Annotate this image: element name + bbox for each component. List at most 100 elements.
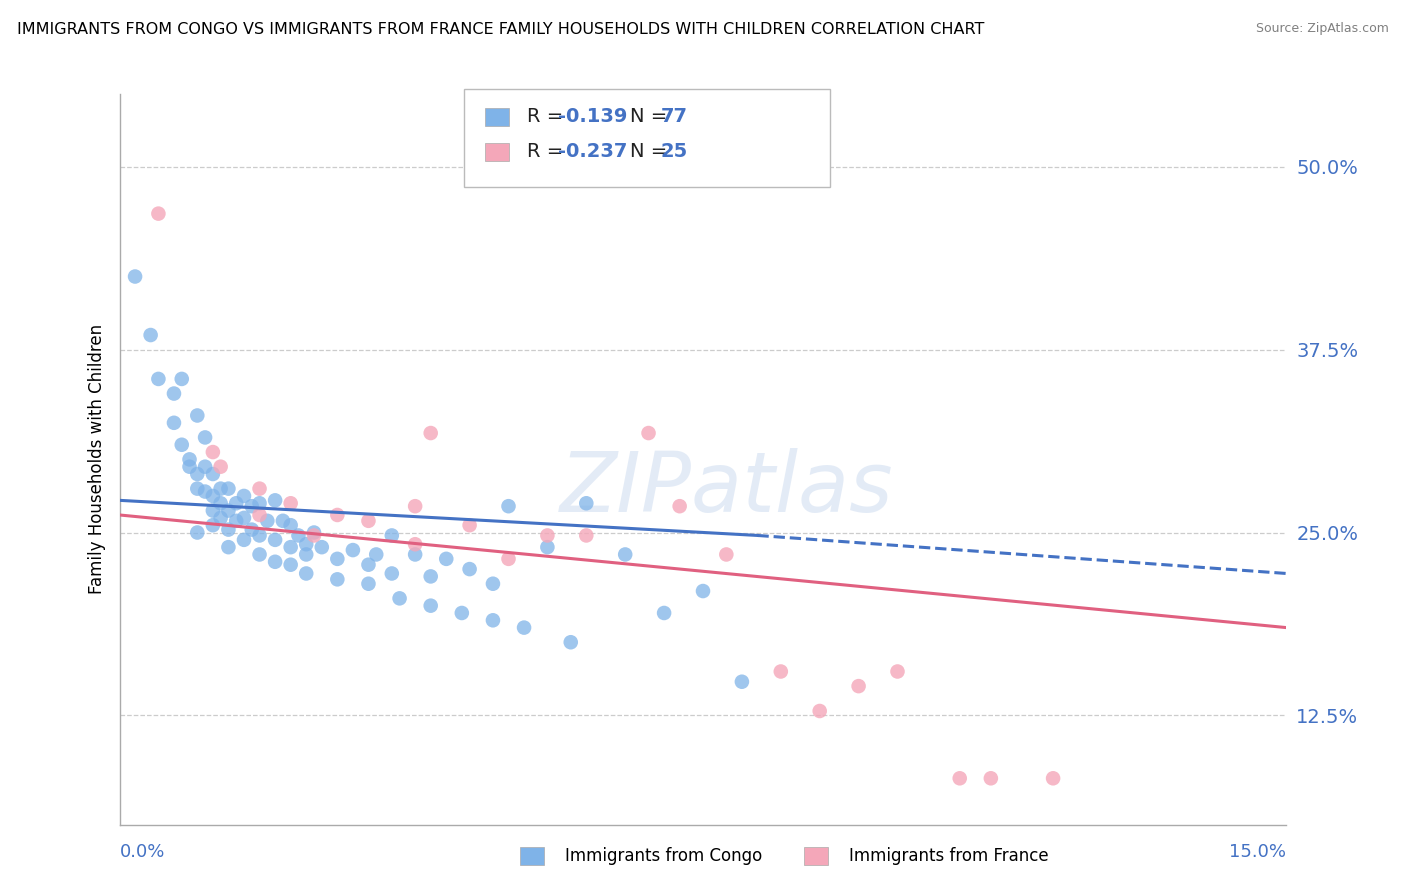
Point: [201, 489, 224, 503]
Point: [209, 511, 232, 525]
Point: [311, 540, 333, 554]
Point: [326, 508, 349, 522]
Point: [949, 772, 972, 786]
Point: [256, 514, 278, 528]
Point: [848, 679, 870, 693]
Point: [186, 409, 208, 423]
Point: [240, 523, 263, 537]
Point: [419, 425, 441, 440]
Point: [194, 484, 217, 499]
Point: [536, 540, 558, 554]
Text: ZIPatlas: ZIPatlas: [560, 448, 893, 529]
Point: [201, 445, 224, 459]
Point: [217, 503, 239, 517]
Point: [450, 606, 472, 620]
Point: [357, 576, 380, 591]
Point: [419, 569, 441, 583]
Text: 15.0%: 15.0%: [1229, 843, 1286, 861]
Text: Immigrants from France: Immigrants from France: [849, 847, 1049, 865]
Point: [249, 548, 271, 562]
Point: [240, 499, 263, 513]
Point: [419, 599, 441, 613]
Point: [233, 511, 256, 525]
Point: [808, 704, 831, 718]
Point: [1042, 772, 1064, 786]
Point: [163, 386, 186, 401]
Point: [326, 552, 349, 566]
Point: [434, 552, 457, 566]
Point: [217, 482, 239, 496]
Point: [209, 482, 232, 496]
Point: [264, 533, 287, 547]
Point: [148, 206, 170, 220]
Point: [716, 548, 738, 562]
Point: [513, 621, 536, 635]
Point: [482, 576, 505, 591]
Text: Source: ZipAtlas.com: Source: ZipAtlas.com: [1256, 22, 1389, 36]
Point: [249, 482, 271, 496]
Y-axis label: Family Households with Children: Family Households with Children: [87, 325, 105, 594]
Point: [249, 508, 271, 522]
Point: [194, 430, 217, 444]
Point: [498, 499, 520, 513]
Point: [575, 496, 598, 510]
Point: [280, 540, 302, 554]
Point: [233, 489, 256, 503]
Point: [381, 566, 404, 581]
Text: Immigrants from Congo: Immigrants from Congo: [565, 847, 762, 865]
Point: [280, 558, 302, 572]
Point: [575, 528, 598, 542]
Point: [295, 566, 318, 581]
Point: [264, 555, 287, 569]
Point: [886, 665, 908, 679]
Point: [170, 372, 193, 386]
Point: [201, 503, 224, 517]
Point: [170, 438, 193, 452]
Point: [179, 452, 201, 467]
Point: [186, 482, 208, 496]
Point: [388, 591, 411, 606]
Point: [249, 528, 271, 542]
Point: [980, 772, 1002, 786]
Text: N =: N =: [630, 142, 673, 161]
Point: [295, 548, 318, 562]
Point: [482, 613, 505, 627]
Point: [201, 518, 224, 533]
Point: [652, 606, 675, 620]
Point: [225, 496, 247, 510]
Point: [458, 562, 481, 576]
Point: [271, 514, 294, 528]
Point: [225, 514, 247, 528]
Text: 77: 77: [661, 107, 688, 127]
Point: [217, 540, 239, 554]
Point: [209, 496, 232, 510]
Point: [326, 572, 349, 586]
Point: [302, 528, 325, 542]
Point: [302, 525, 325, 540]
Point: [249, 496, 271, 510]
Point: [124, 269, 146, 284]
Point: [295, 537, 318, 551]
Point: [148, 372, 170, 386]
Point: [366, 548, 388, 562]
Text: IMMIGRANTS FROM CONGO VS IMMIGRANTS FROM FRANCE FAMILY HOUSEHOLDS WITH CHILDREN : IMMIGRANTS FROM CONGO VS IMMIGRANTS FROM…: [17, 22, 984, 37]
Point: [357, 514, 380, 528]
Point: [498, 552, 520, 566]
Point: [769, 665, 792, 679]
Text: -0.139: -0.139: [558, 107, 627, 127]
Point: [404, 548, 426, 562]
Point: [357, 558, 380, 572]
Point: [536, 528, 558, 542]
Text: 0.0%: 0.0%: [120, 843, 165, 861]
Text: N =: N =: [630, 107, 673, 127]
Point: [186, 467, 208, 481]
Point: [179, 459, 201, 474]
Text: R =: R =: [527, 142, 569, 161]
Point: [209, 459, 232, 474]
Point: [194, 459, 217, 474]
Point: [233, 533, 256, 547]
Point: [614, 548, 637, 562]
Point: [163, 416, 186, 430]
Point: [668, 499, 690, 513]
Text: 25: 25: [661, 142, 688, 161]
